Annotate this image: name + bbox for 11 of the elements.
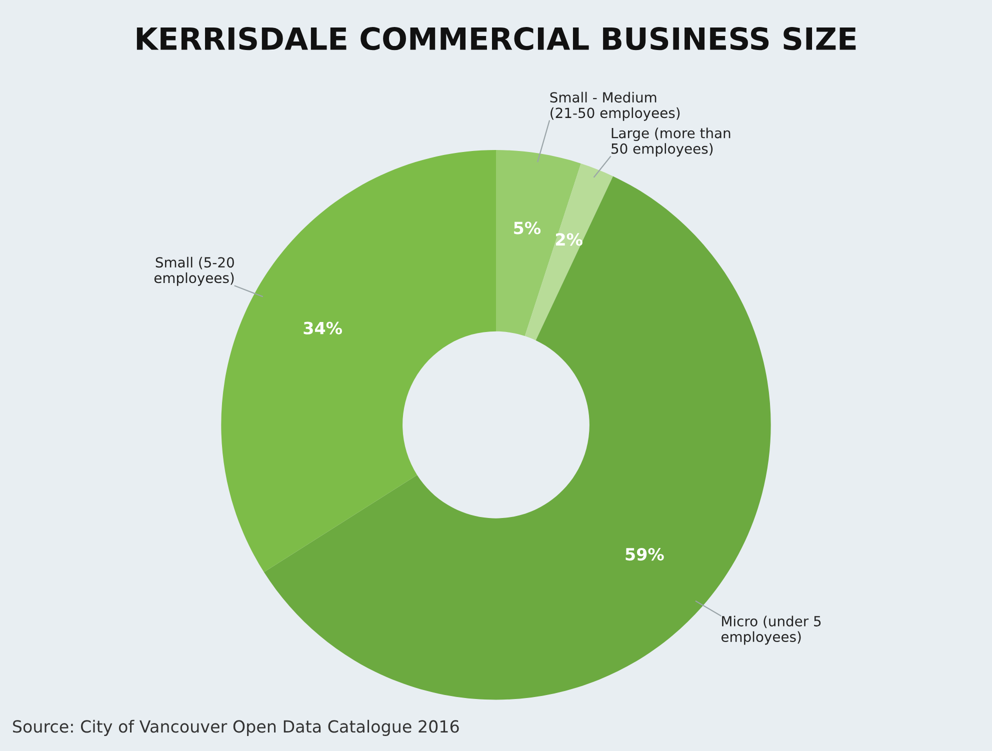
data-label: 34% [304,322,342,334]
donut-slice [496,150,581,336]
data-label: 5% [514,222,541,234]
slice-label: Small - Medium (21-50 employees) [550,92,680,121]
chart-title: KERRISDALE COMMERCIAL BUSINESS SIZE [136,27,856,50]
source-note: Source: City of Vancouver Open Data Catalogue 2016 [13,720,459,736]
data-label: 59% [626,548,664,561]
slice-label: Small (5-20 employees) [154,256,234,286]
data-label: 2% [556,233,582,246]
slice-label: Micro (under 5 employees) [721,616,821,645]
slice-label: Large (more than 50 employees) [612,128,730,157]
